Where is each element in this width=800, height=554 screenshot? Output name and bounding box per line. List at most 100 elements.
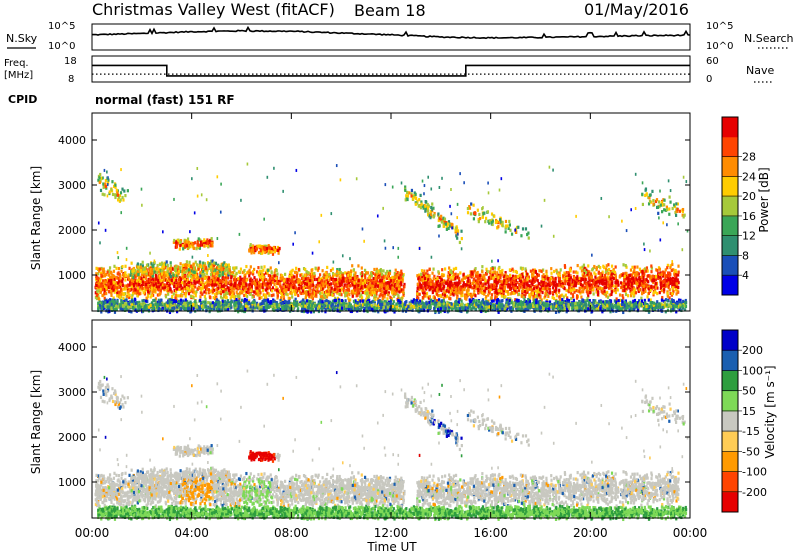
power-data-cell	[223, 269, 227, 273]
power-data-cell	[359, 294, 362, 298]
power-data-cell	[599, 276, 602, 280]
power-data-cell	[605, 284, 609, 288]
power-data-cell	[521, 282, 524, 286]
power-data-cell	[351, 264, 354, 268]
power-data-cell	[534, 276, 537, 281]
power-data-cell	[143, 281, 146, 285]
power-data-cell	[109, 289, 112, 293]
power-data-cell	[107, 282, 110, 286]
power-data-cell	[116, 193, 120, 197]
power-data-cell	[569, 269, 572, 273]
power-data-cell	[461, 278, 464, 282]
power-data-cell	[217, 263, 220, 267]
power-data-cell	[190, 278, 193, 282]
power-data-cell	[366, 278, 369, 283]
power-data-cell	[400, 283, 403, 287]
power-data-cell	[553, 289, 556, 293]
power-data-cell	[262, 268, 265, 272]
power-data-cell	[497, 276, 500, 280]
power-data-cell	[273, 271, 276, 275]
power-data-cell	[557, 273, 560, 277]
power-data-cell	[383, 295, 386, 299]
power-data-cell	[221, 276, 224, 281]
power-data-cell	[161, 286, 164, 290]
power-data-cell	[493, 270, 497, 274]
power-data-cell	[454, 266, 458, 271]
power-data-cell	[323, 284, 327, 288]
power-data-cell	[196, 280, 199, 284]
power-data-cell	[125, 284, 128, 289]
power-data-cell	[136, 282, 139, 286]
power-data-cell	[267, 286, 270, 290]
power-data-cell	[99, 279, 102, 283]
power-data-cell	[297, 267, 301, 272]
power-data-cell	[388, 277, 391, 281]
power-data-cell	[180, 242, 183, 246]
power-data-cell	[106, 181, 110, 185]
power-data-cell	[257, 250, 261, 255]
power-data-cell	[452, 267, 456, 271]
power-data-cell	[335, 274, 338, 278]
power-data-cell	[257, 266, 260, 270]
power-data-cell	[199, 240, 203, 244]
power-data-cell	[260, 245, 263, 249]
power-scatter-data	[94, 162, 689, 315]
power-data-cell	[199, 265, 203, 269]
power-data-cell	[176, 267, 179, 272]
power-data-cell	[270, 293, 273, 298]
power-data-cell	[196, 287, 199, 291]
power-data-cell	[595, 267, 598, 272]
power-data-cell	[309, 285, 312, 289]
power-data-cell	[489, 275, 492, 279]
power-data-cell	[116, 272, 119, 276]
power-data-cell	[122, 198, 125, 202]
power-data-cell	[305, 292, 308, 297]
power-data-cell	[203, 294, 207, 299]
power-data-cell	[571, 280, 574, 284]
power-data-cell	[255, 278, 258, 282]
power-data-cell	[224, 289, 227, 293]
power-data-cell	[471, 272, 474, 276]
power-data-cell	[213, 280, 216, 284]
power-data-cell	[115, 188, 118, 192]
power-data-cell	[667, 277, 670, 281]
power-data-cell	[594, 299, 597, 303]
power-data-cell	[162, 278, 166, 282]
power-data-cell	[670, 268, 673, 272]
power-data-cell	[658, 273, 661, 277]
power-data-cell	[206, 275, 209, 279]
power-data-cell	[439, 282, 442, 286]
power-data-cell	[449, 297, 452, 301]
power-data-cell	[134, 281, 137, 285]
power-data-cell	[263, 265, 266, 269]
power-data-cell	[500, 287, 503, 291]
power-data-cell	[258, 269, 262, 273]
power-data-cell	[242, 282, 245, 287]
power-data-cell	[657, 272, 660, 276]
power-data-cell	[382, 269, 385, 273]
power-data-cell	[554, 286, 558, 290]
power-data-cell	[279, 284, 282, 288]
power-data-cell	[332, 281, 335, 286]
power-data-cell	[142, 291, 145, 295]
power-data-cell	[456, 291, 459, 295]
power-data-cell	[491, 275, 494, 279]
power-data-cell	[302, 286, 305, 290]
power-data-cell	[474, 279, 477, 283]
power-data-cell	[529, 269, 532, 273]
power-data-cell	[108, 289, 111, 294]
power-data-cell	[566, 279, 569, 283]
power-data-cell	[280, 286, 283, 290]
power-data-cell	[218, 269, 221, 273]
power-data-cell	[536, 287, 540, 292]
power-data-cell	[381, 297, 385, 301]
power-data-cell	[197, 267, 200, 271]
power-data-cell	[100, 176, 103, 180]
power-data-cell	[388, 271, 392, 275]
power-data-cell	[550, 282, 553, 286]
power-data-cell	[425, 285, 429, 290]
power-data-cell	[636, 265, 639, 269]
power-data-cell	[479, 285, 482, 289]
cpid-value: normal (fast) 151 RF	[95, 93, 235, 107]
power-data-cell	[469, 294, 473, 298]
